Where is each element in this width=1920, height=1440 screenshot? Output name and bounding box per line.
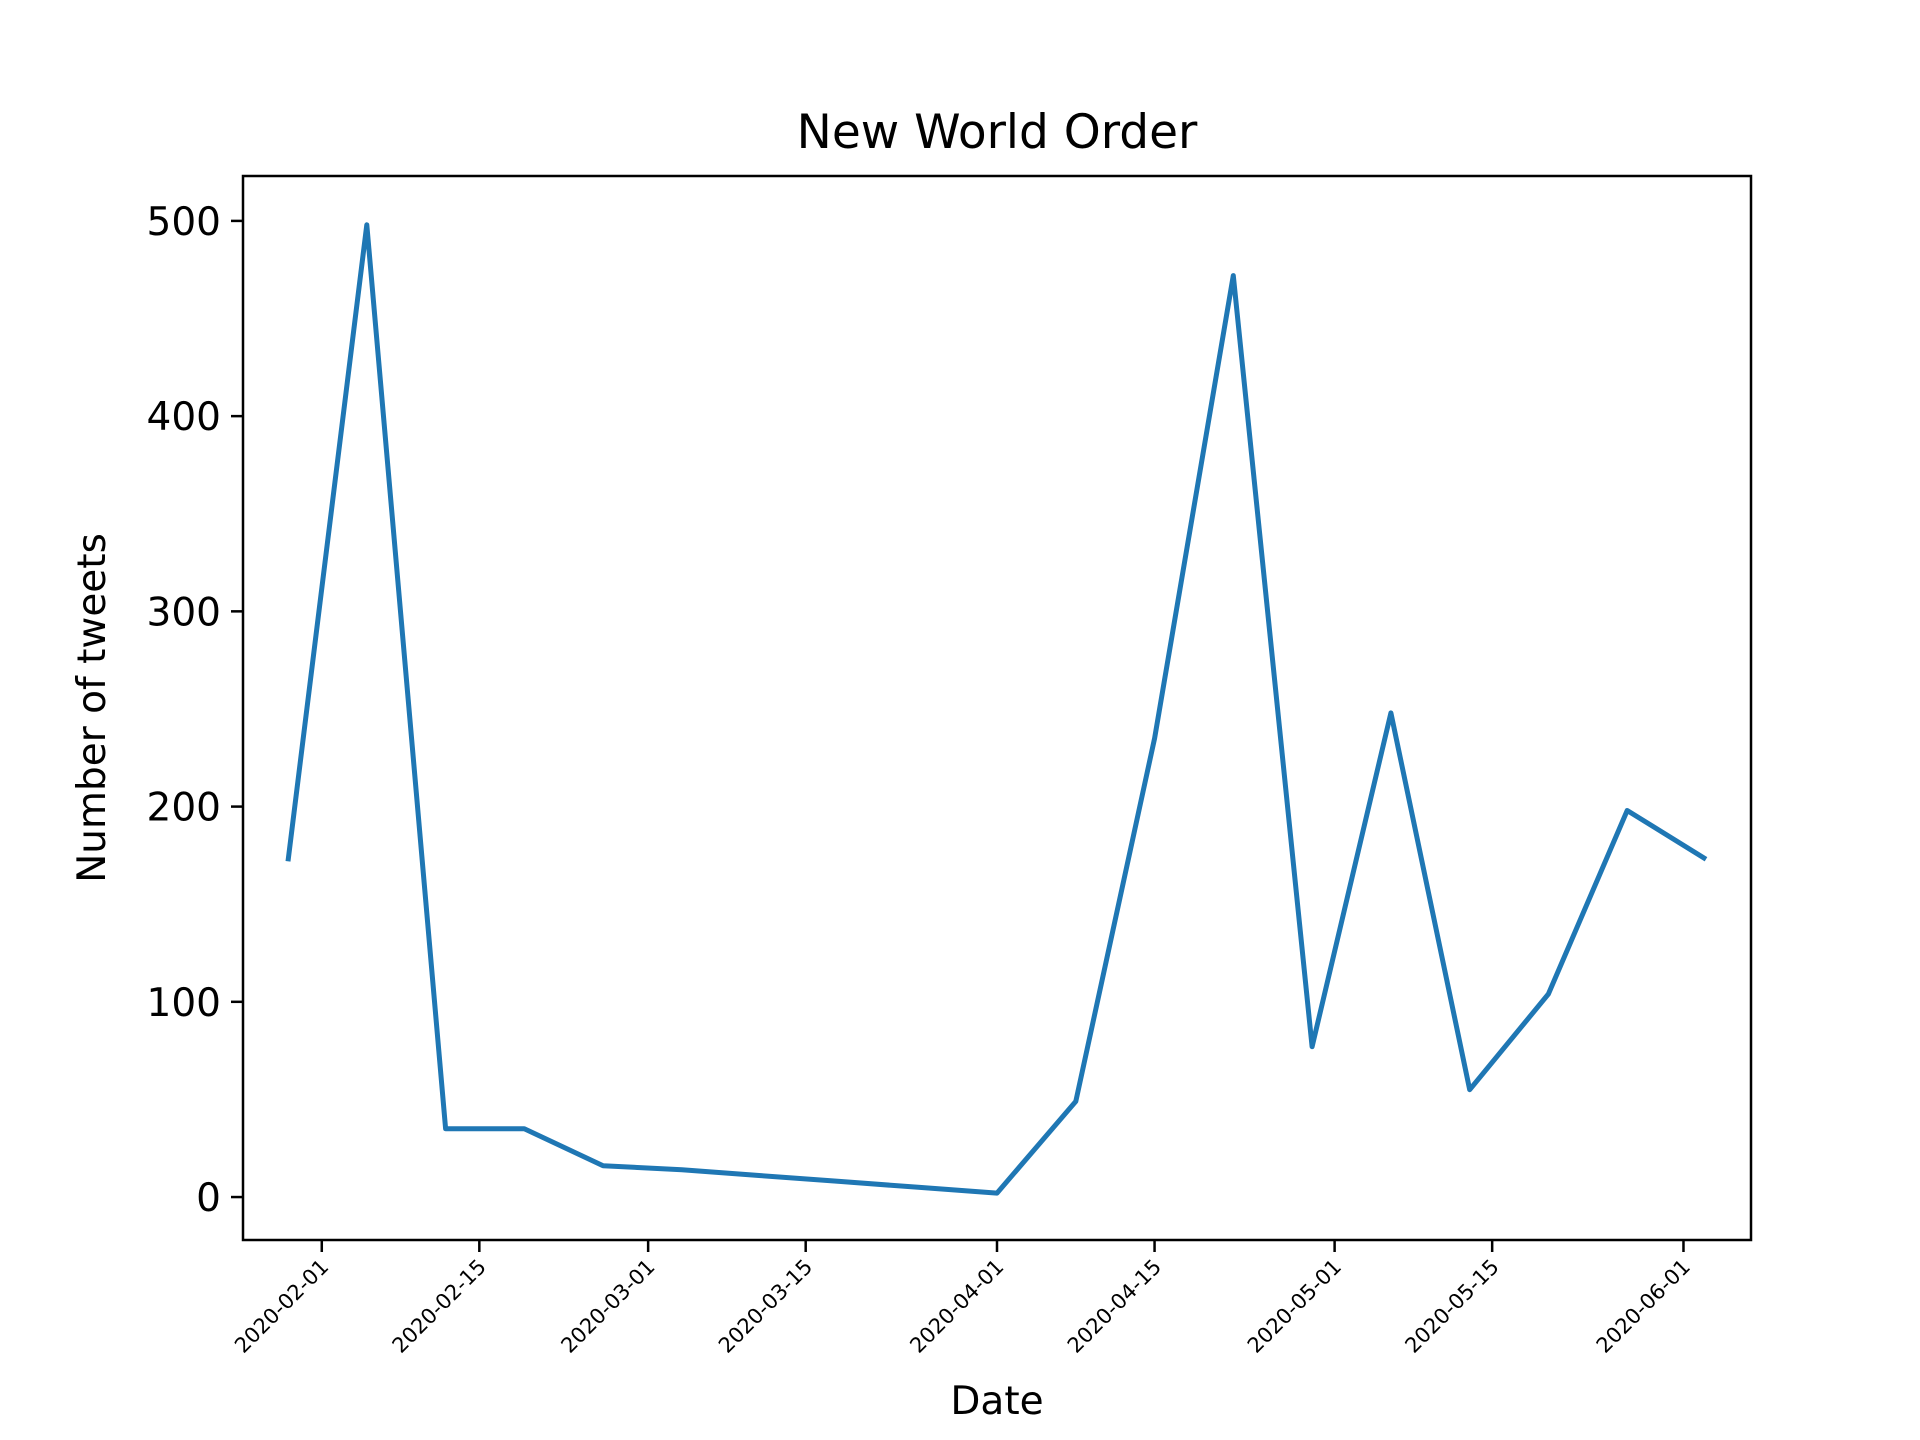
y-tick-label: 500 (147, 200, 221, 245)
series-layer (285, 222, 1708, 1196)
series-line (285, 222, 1708, 1196)
y-axis-ticks: 0 100 200 300 400 500 (147, 200, 243, 1221)
x-axis-label: Date (950, 1379, 1043, 1424)
y-axis-label: Number of tweets (70, 533, 115, 883)
y-tick-label: 200 (147, 786, 221, 831)
y-tick-label: 400 (147, 395, 221, 440)
y-tick-label: 100 (147, 981, 221, 1026)
y-tick-label: 300 (147, 590, 221, 635)
chart-title: New World Order (797, 105, 1198, 160)
y-tick-label: 0 (196, 1176, 221, 1221)
